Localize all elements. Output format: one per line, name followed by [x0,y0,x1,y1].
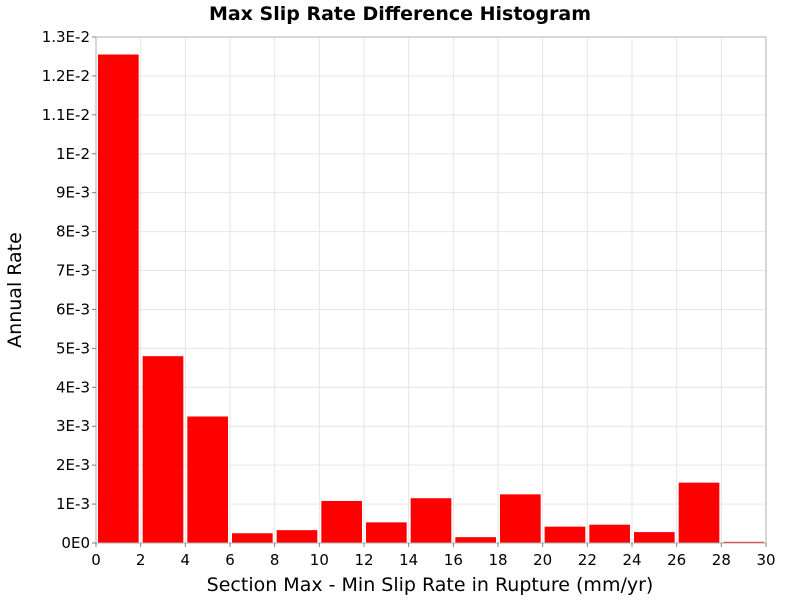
y-tick-label: 1.1E-2 [42,106,90,124]
x-tick-label: 2 [136,551,146,569]
x-tick-label: 10 [310,551,329,569]
x-tick-label: 14 [399,551,418,569]
x-tick-label: 8 [270,551,280,569]
y-tick-label: 1E-2 [56,145,90,163]
x-tick-label: 20 [533,551,552,569]
bar-8-10 [276,530,318,543]
x-tick-label: 18 [488,551,507,569]
y-tick-label: 5E-3 [56,339,90,357]
y-tick-label: 7E-3 [56,262,90,280]
y-tick-label: 3E-3 [56,417,90,435]
y-tick-label: 2E-3 [56,456,90,474]
x-tick-label: 22 [578,551,597,569]
y-axis-label: Annual Rate [4,232,26,348]
chart-title: Max Slip Rate Difference Histogram [209,3,591,25]
x-tick-label: 30 [756,551,775,569]
bars [98,54,764,544]
x-tick-label: 26 [667,551,686,569]
x-axis-ticks: 0 2 4 6 8 10 12 14 16 18 20 22 24 26 28 30 [91,543,776,569]
x-tick-label: 12 [354,551,373,569]
bar-24-26 [634,532,675,543]
bar-6-8 [232,533,273,543]
y-tick-label: 1E-3 [56,495,90,513]
bar-16-18 [455,537,496,543]
y-tick-label: 9E-3 [56,184,90,202]
y-tick-label: 0E0 [61,534,90,552]
bar-14-16 [410,498,452,543]
plot-area-border [95,36,767,544]
y-axis-ticks: 0E0 1E-3 2E-3 3E-3 4E-3 5E-3 6E-3 7E-3 8E-3 9E-3 1… [42,28,96,552]
bar-12-14 [366,522,407,543]
y-tick-label: 1.3E-2 [42,28,90,46]
x-tick-label: 28 [712,551,731,569]
x-tick-label: 4 [181,551,191,569]
y-tick-label: 8E-3 [56,223,90,241]
y-tick-label: 4E-3 [56,378,90,396]
bar-22-24 [589,524,630,543]
bar-0-2 [98,54,139,544]
x-tick-label: 6 [225,551,235,569]
bar-26-28 [678,482,720,543]
bar-4-6 [187,416,228,543]
x-tick-label: 0 [91,551,101,569]
x-axis-label: Section Max - Min Slip Rate in Rupture (… [207,574,654,596]
x-tick-label: 16 [444,551,463,569]
y-tick-label: 6E-3 [56,300,90,318]
bar-10-12 [321,500,362,543]
bar-20-22 [544,526,586,543]
x-tick-label: 24 [622,551,641,569]
bar-2-4 [142,356,184,543]
y-tick-label: 1.2E-2 [42,67,90,85]
bar-18-20 [500,494,541,543]
bar-28-30 [723,541,764,543]
